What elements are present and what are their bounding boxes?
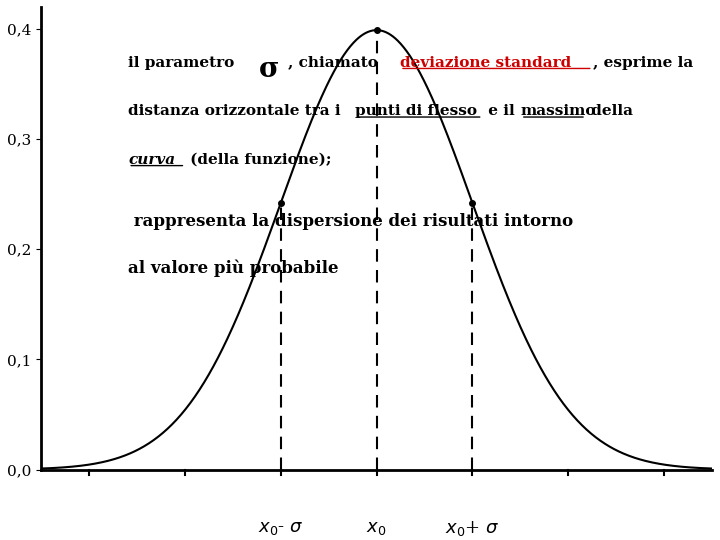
Text: punti di flesso: punti di flesso bbox=[355, 104, 477, 118]
Text: curva: curva bbox=[128, 153, 176, 167]
Text: al valore più probabile: al valore più probabile bbox=[128, 259, 339, 276]
Text: (della funzione);: (della funzione); bbox=[185, 153, 332, 167]
Text: massimo: massimo bbox=[521, 104, 596, 118]
Text: $x_0$+ $\sigma$: $x_0$+ $\sigma$ bbox=[445, 519, 500, 538]
Text: e il: e il bbox=[482, 104, 520, 118]
Text: rappresenta la dispersione dei risultati intorno: rappresenta la dispersione dei risultati… bbox=[128, 213, 573, 230]
Text: deviazione standard: deviazione standard bbox=[400, 56, 572, 70]
Text: $x_0$: $x_0$ bbox=[366, 519, 387, 537]
Text: della: della bbox=[586, 104, 633, 118]
Text: , esprime la: , esprime la bbox=[593, 56, 693, 70]
Text: distanza orizzontale tra i: distanza orizzontale tra i bbox=[128, 104, 346, 118]
Text: , chiamato: , chiamato bbox=[288, 56, 383, 70]
Text: σ: σ bbox=[259, 56, 279, 83]
Text: il parametro: il parametro bbox=[128, 56, 240, 70]
Text: $x_0$- $\sigma$: $x_0$- $\sigma$ bbox=[258, 519, 303, 537]
